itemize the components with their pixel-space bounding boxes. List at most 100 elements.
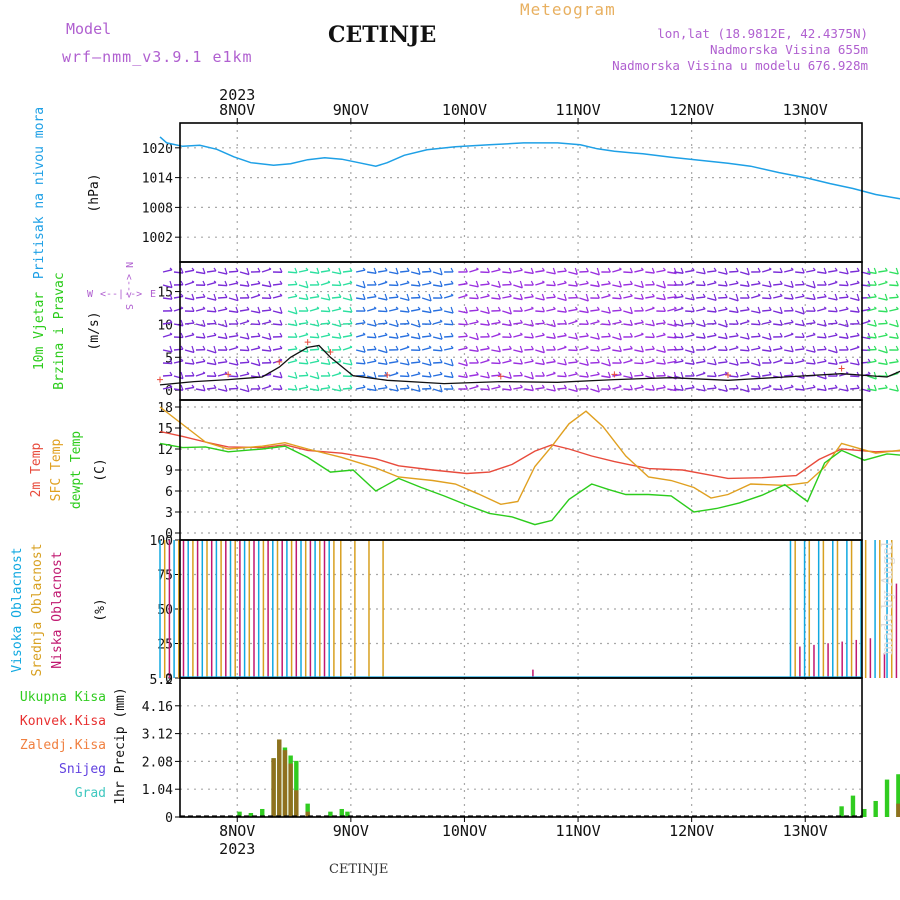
wind-barb — [202, 371, 206, 374]
wind-barb — [316, 371, 320, 379]
wind-barb — [367, 336, 377, 339]
wind-barb — [828, 310, 838, 313]
wind-barb — [261, 385, 272, 390]
wind-barb — [491, 284, 501, 289]
wind-barb — [410, 336, 421, 340]
wind-barb — [828, 297, 838, 301]
wind-barb — [656, 362, 666, 365]
wind-barb — [590, 309, 600, 312]
wind-barb — [685, 310, 695, 313]
wind-barb — [691, 332, 695, 336]
wind-barb — [367, 388, 377, 392]
wind-barb — [287, 388, 298, 391]
wind-barb — [450, 332, 454, 337]
wind-barb — [612, 349, 622, 353]
wind-barb — [702, 384, 706, 392]
wind-barb — [246, 280, 250, 287]
wind-barb — [867, 323, 877, 327]
wind-barb — [834, 319, 838, 324]
wind-barb — [784, 349, 794, 353]
wind-barb — [432, 271, 443, 276]
wind-barb — [169, 267, 173, 271]
wind-barb — [450, 267, 454, 273]
wind-barb — [486, 332, 490, 338]
wind-barb — [640, 293, 644, 300]
cloud-axis-title: Visoka Oblacnost — [10, 547, 25, 672]
wind-barb — [574, 358, 578, 363]
wind-barb — [535, 362, 545, 366]
wind-barb — [684, 281, 695, 286]
wind-barb — [817, 360, 827, 364]
wind-barb — [685, 362, 695, 365]
wind-barb — [790, 319, 794, 323]
wind-barb — [320, 334, 331, 338]
wind-barb — [718, 336, 728, 340]
wind-barb — [541, 358, 545, 365]
wind-barb — [640, 345, 644, 353]
wind-gust-marker — [497, 373, 504, 380]
wind-barb — [464, 267, 468, 273]
wind-barb — [373, 293, 377, 298]
wind-barb — [563, 371, 567, 377]
wind-barb — [395, 319, 399, 327]
wind-barb — [388, 388, 399, 392]
wind-gust-marker — [327, 349, 334, 356]
wind-barb — [889, 336, 899, 340]
wind-barb — [724, 358, 728, 363]
wind-barb — [508, 319, 512, 326]
wind-barb — [535, 387, 545, 390]
wind-barb — [662, 293, 666, 300]
wind-barb — [362, 319, 366, 324]
wind-barb — [513, 322, 523, 325]
wind-barb — [867, 271, 877, 275]
wind-barb — [309, 295, 320, 299]
wind-barb — [546, 296, 556, 299]
wind-barb — [486, 371, 490, 379]
precip-conv-bar — [305, 811, 310, 817]
wind-barb — [261, 284, 272, 288]
wind-barb — [884, 293, 888, 301]
wind-barb — [464, 345, 468, 349]
wind-barb — [645, 307, 655, 312]
wind-barb — [530, 267, 534, 274]
wind-barb — [491, 297, 501, 300]
wind-barb — [574, 384, 578, 392]
wind-barb — [740, 320, 750, 325]
wind-barb — [373, 267, 377, 274]
wind-barb — [480, 283, 490, 286]
wind-barb — [768, 306, 772, 311]
wind-barb — [867, 375, 877, 380]
wind-barb — [246, 306, 250, 310]
wind-barb — [724, 384, 728, 392]
wind-barb — [519, 319, 523, 324]
wind-barb — [519, 267, 523, 271]
wind-barb — [316, 306, 320, 309]
wind-barb — [524, 323, 534, 327]
wind-barb — [630, 358, 633, 361]
wind-barb — [191, 332, 195, 336]
wind-barb — [272, 375, 283, 379]
wind-barb — [757, 332, 761, 337]
wind-axis-title: 10m Vjetar — [32, 292, 47, 370]
wind-barb — [417, 384, 421, 392]
wind-barb — [268, 358, 272, 364]
wind-barb — [651, 332, 655, 338]
temperature-series-line — [159, 430, 900, 480]
wind-barb — [417, 358, 421, 363]
wind-barb — [428, 384, 432, 389]
wind-barb — [410, 271, 421, 275]
wind-barb — [524, 375, 534, 380]
wind-barb — [707, 387, 717, 390]
wind-barb — [298, 284, 309, 289]
wind-barb — [828, 322, 838, 325]
wind-barb — [513, 349, 523, 353]
wind-barb — [878, 349, 888, 354]
wind-barb — [406, 280, 410, 284]
wind-barb — [849, 346, 860, 351]
wind-barb — [823, 280, 827, 286]
wind-barb — [568, 284, 578, 287]
wind-barb — [395, 306, 399, 310]
wind-barb — [834, 267, 838, 271]
wind-barb — [224, 319, 228, 327]
wind-barb — [823, 332, 827, 339]
